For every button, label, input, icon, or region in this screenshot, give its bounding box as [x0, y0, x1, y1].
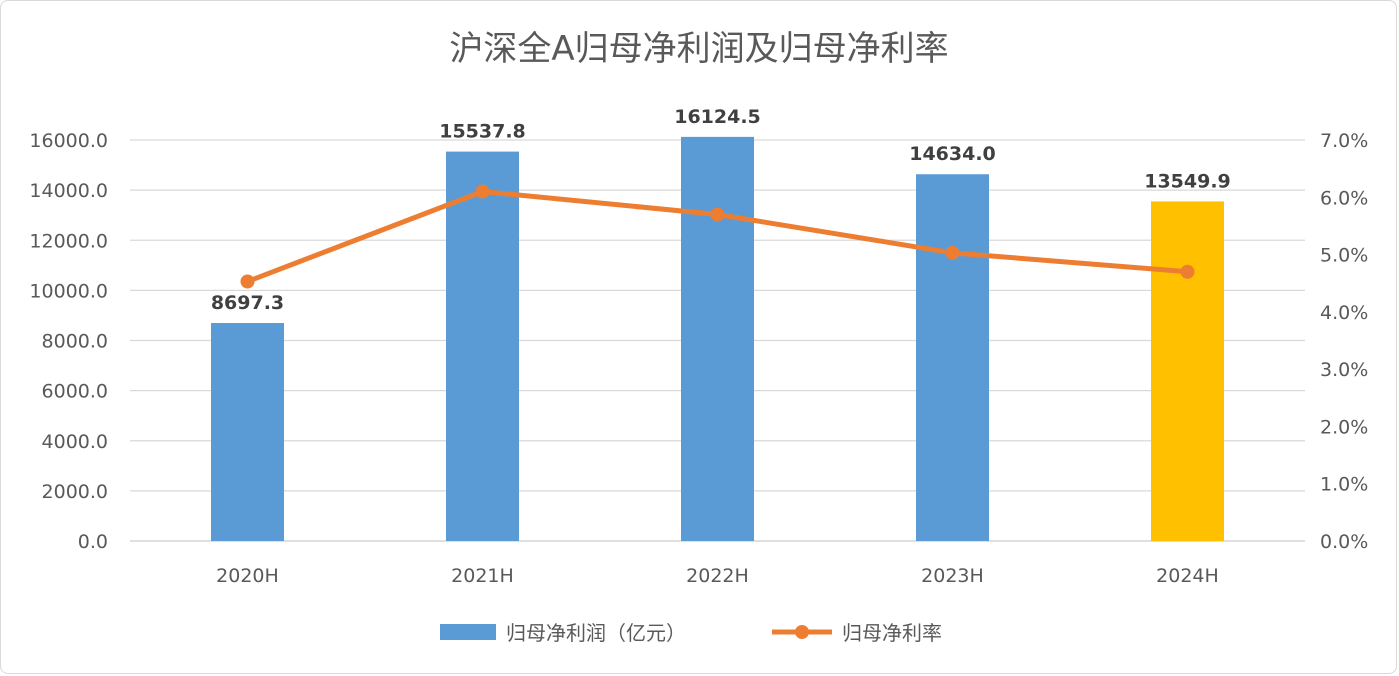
- left-tick-label: 6000.0: [42, 381, 108, 403]
- right-tick-label: 3.0%: [1320, 359, 1368, 381]
- right-tick-label: 1.0%: [1320, 474, 1368, 496]
- x-tick-label: 2024H: [1156, 565, 1219, 587]
- legend-label-bar: 归母净利润（亿元）: [506, 621, 686, 645]
- left-tick-label: 14000.0: [29, 180, 108, 202]
- x-tick-label: 2020H: [216, 565, 279, 587]
- line-series: [240, 184, 1195, 289]
- right-tick-label: 4.0%: [1320, 302, 1368, 324]
- bar-data-label: 13549.9: [1144, 170, 1231, 192]
- bar-data-label: 15537.8: [439, 121, 526, 143]
- left-tick-label: 10000.0: [29, 280, 108, 302]
- bar: [916, 174, 989, 541]
- x-tick-label: 2022H: [686, 565, 749, 587]
- bar-series: [211, 136, 1224, 542]
- line-point: [945, 245, 960, 260]
- legend: 归母净利润（亿元） 归母净利率: [440, 621, 942, 645]
- left-tick-label: 8000.0: [42, 331, 108, 353]
- x-tick-label: 2023H: [921, 565, 984, 587]
- left-tick-label: 0.0: [78, 531, 108, 553]
- right-tick-label: 7.0%: [1320, 130, 1368, 152]
- bar-data-label: 14634.0: [909, 143, 996, 165]
- x-axis-ticks: 2020H 2021H 2022H 2023H 2024H: [216, 565, 1219, 587]
- bar-data-label: 16124.5: [674, 106, 761, 128]
- bar: [446, 151, 519, 541]
- left-tick-label: 16000.0: [29, 130, 108, 152]
- left-tick-label: 2000.0: [42, 481, 108, 503]
- bar-data-labels: 8697.3 15537.8 16124.5 14634.0 13549.9: [211, 106, 1231, 314]
- bar: [681, 136, 754, 542]
- bar: [211, 323, 284, 541]
- legend-label-line: 归母净利率: [842, 621, 942, 645]
- line-point: [710, 207, 725, 222]
- legend-swatch-marker: [795, 625, 809, 639]
- left-tick-label: 4000.0: [42, 431, 108, 453]
- left-tick-label: 12000.0: [29, 230, 108, 252]
- right-tick-label: 6.0%: [1320, 187, 1368, 209]
- bar-data-label: 8697.3: [211, 292, 284, 314]
- x-tick-label: 2021H: [451, 565, 514, 587]
- line-point: [1180, 264, 1195, 279]
- right-tick-label: 5.0%: [1320, 245, 1368, 267]
- left-axis-ticks: 0.0 2000.0 4000.0 6000.0 8000.0 10000.0 12000.…: [29, 130, 108, 553]
- chart-title: 沪深全A归母净利润及归母净利率: [449, 29, 948, 69]
- right-axis-ticks: 0.0% 1.0% 2.0% 3.0% 4.0% 5.0% 6.0% 7.0%: [1320, 130, 1368, 553]
- legend-swatch-bar: [440, 624, 496, 640]
- bar: [1151, 201, 1224, 541]
- line-point: [240, 274, 255, 289]
- right-tick-label: 0.0%: [1320, 531, 1368, 553]
- line-point: [475, 184, 490, 199]
- right-tick-label: 2.0%: [1320, 416, 1368, 438]
